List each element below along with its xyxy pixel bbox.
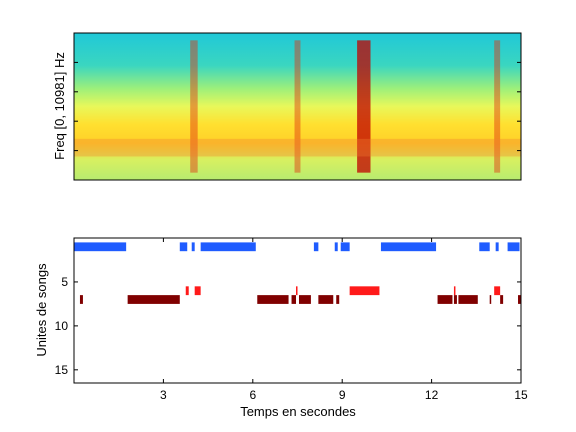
spectrogram-panel: Freq [0, 10981] Hz — [52, 32, 522, 181]
unit-segment — [318, 295, 334, 304]
x-tick-label: 12 — [425, 388, 439, 402]
spectrogram-y-ticks — [74, 61, 521, 152]
x-tick-label: 15 — [514, 388, 528, 402]
unit-segment — [380, 242, 437, 252]
unit-segment — [79, 295, 83, 304]
unit-segment — [74, 242, 127, 252]
unit-segment — [194, 286, 201, 296]
unit-segment — [437, 295, 453, 304]
y-tick-label: 15 — [55, 363, 69, 377]
unit-segment — [507, 242, 520, 252]
unit-segment — [257, 295, 289, 304]
unit-segment — [340, 242, 350, 252]
spectrogram-low-band — [74, 138, 521, 157]
spectrogram-band — [357, 40, 371, 173]
spectrogram-frame — [73, 32, 522, 181]
units-ylabel: Unites de songs — [34, 263, 49, 357]
unit-segment — [298, 295, 311, 304]
spectrogram-ylabel: Freq [0, 10981] Hz — [52, 52, 67, 160]
spectrogram-band — [494, 40, 501, 173]
song-units-panel: 3 6 9 12 15 5 10 15 Temps en secondes Unites d… — [34, 237, 528, 419]
unit-segment — [479, 242, 490, 252]
spectrogram-band — [294, 40, 301, 173]
units-x-ticks: 3 6 9 12 15 — [160, 238, 528, 402]
x-tick-label: 3 — [160, 388, 167, 402]
unit-segment — [291, 295, 297, 304]
unit-segment — [127, 295, 180, 304]
unit-segment — [489, 295, 492, 304]
spectrogram-bands — [74, 40, 521, 173]
unit-segment — [313, 242, 319, 252]
x-tick-label: 6 — [249, 388, 256, 402]
unit-segment — [336, 295, 340, 304]
units-frame — [73, 237, 522, 384]
unit-segment — [494, 286, 501, 296]
unit-segment — [500, 295, 504, 304]
y-tick-label: 5 — [61, 275, 68, 289]
unit-segment — [453, 286, 456, 296]
x-tick-label: 9 — [339, 388, 346, 402]
unit-segment — [179, 242, 188, 252]
unit-segment — [453, 295, 457, 304]
unit-segment — [458, 295, 478, 304]
unit-segment — [200, 242, 256, 252]
unit-segment — [349, 286, 380, 296]
spectrogram-background — [74, 33, 521, 180]
y-tick-label: 10 — [55, 319, 69, 333]
unit-bars — [74, 242, 521, 304]
unit-segment — [334, 242, 338, 252]
unit-segment — [191, 242, 195, 252]
unit-segment — [518, 295, 521, 304]
units-xlabel: Temps en secondes — [240, 404, 356, 419]
unit-segment — [185, 286, 189, 296]
units-y-ticks: 5 10 15 — [55, 275, 521, 377]
unit-segment — [495, 242, 499, 252]
spectrogram-band — [190, 40, 198, 173]
units-plot-area — [74, 238, 521, 383]
unit-segment — [296, 286, 298, 296]
